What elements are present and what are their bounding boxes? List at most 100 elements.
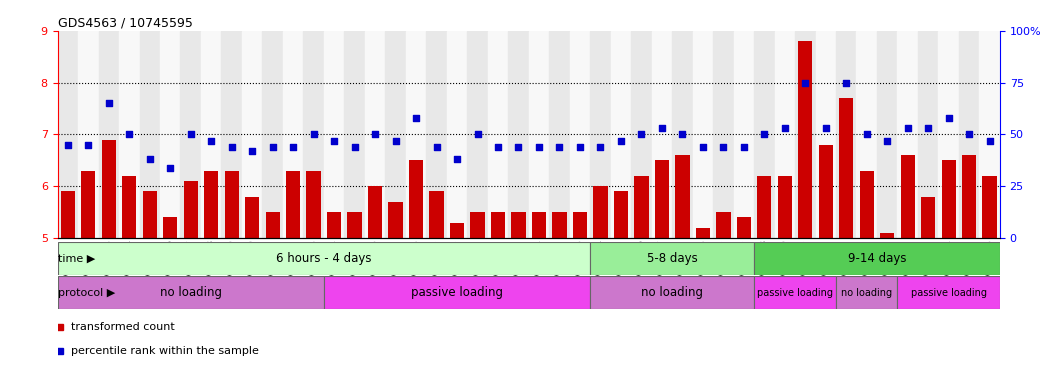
Point	[715, 144, 732, 150]
Point	[674, 131, 691, 137]
Point	[285, 144, 302, 150]
Bar	[79, 31, 98, 238]
Bar	[918, 31, 938, 238]
Point	[120, 131, 137, 137]
Bar	[283, 31, 304, 238]
Bar	[467, 31, 488, 238]
Bar	[180, 31, 201, 238]
Bar	[204, 170, 219, 238]
Bar	[734, 31, 754, 238]
Bar	[82, 170, 95, 238]
Bar	[938, 31, 959, 238]
Bar	[426, 31, 447, 238]
Bar	[754, 31, 775, 238]
Text: passive loading: passive loading	[411, 286, 503, 299]
Bar	[327, 212, 341, 238]
Point	[182, 131, 199, 137]
Text: 6 hours - 4 days: 6 hours - 4 days	[276, 252, 372, 265]
Bar	[163, 217, 177, 238]
Bar	[142, 191, 157, 238]
Point	[60, 142, 76, 148]
Bar	[222, 31, 242, 238]
Bar	[897, 31, 918, 238]
Bar	[160, 31, 180, 238]
Bar	[242, 31, 263, 238]
Bar	[591, 276, 754, 309]
Point	[347, 144, 363, 150]
Bar	[675, 155, 690, 238]
Bar	[900, 155, 915, 238]
Bar	[58, 276, 324, 309]
Bar	[651, 31, 672, 238]
Bar	[573, 212, 587, 238]
Bar	[367, 186, 382, 238]
Point	[818, 125, 834, 131]
Bar	[856, 31, 877, 238]
Bar	[881, 233, 894, 238]
Bar	[470, 212, 485, 238]
Bar	[716, 212, 731, 238]
Point	[756, 131, 773, 137]
Bar	[245, 197, 260, 238]
Bar	[570, 31, 591, 238]
Bar	[61, 191, 75, 238]
Bar	[921, 197, 935, 238]
Point	[428, 144, 445, 150]
Point	[490, 144, 507, 150]
Bar	[982, 176, 997, 238]
Point	[633, 131, 650, 137]
Bar	[429, 191, 444, 238]
Bar	[58, 31, 79, 238]
Bar	[183, 181, 198, 238]
Point	[141, 156, 158, 162]
Bar	[737, 217, 751, 238]
Bar	[552, 212, 566, 238]
Point	[899, 125, 916, 131]
Bar	[795, 31, 816, 238]
Bar	[139, 31, 160, 238]
Bar	[286, 170, 300, 238]
Bar	[307, 170, 320, 238]
Bar	[693, 31, 713, 238]
Point	[797, 79, 814, 86]
Text: no loading: no loading	[841, 288, 892, 298]
Bar	[754, 276, 836, 309]
Text: transformed count: transformed count	[70, 322, 175, 333]
Bar	[348, 212, 362, 238]
Bar	[508, 31, 529, 238]
Bar	[778, 176, 792, 238]
Bar	[836, 276, 897, 309]
Point	[777, 125, 794, 131]
Bar	[58, 242, 591, 275]
Bar	[631, 31, 651, 238]
Bar	[529, 31, 550, 238]
Point	[961, 131, 978, 137]
Bar	[591, 242, 754, 275]
Text: percentile rank within the sample: percentile rank within the sample	[70, 346, 259, 356]
Bar	[775, 31, 795, 238]
Bar	[409, 161, 423, 238]
Point	[407, 115, 424, 121]
Bar	[819, 145, 833, 238]
Bar	[839, 98, 853, 238]
Bar	[860, 170, 874, 238]
Bar	[447, 31, 467, 238]
Point	[162, 164, 179, 170]
Bar	[959, 31, 979, 238]
Point	[449, 156, 466, 162]
Text: protocol ▶: protocol ▶	[58, 288, 115, 298]
Bar	[201, 31, 222, 238]
Point	[101, 100, 117, 106]
Point	[223, 144, 240, 150]
Point	[510, 144, 527, 150]
Point	[612, 137, 629, 144]
Bar	[532, 212, 547, 238]
Bar	[122, 176, 136, 238]
Bar	[119, 31, 139, 238]
Text: GDS4563 / 10745595: GDS4563 / 10745595	[58, 17, 193, 30]
Bar	[672, 31, 693, 238]
Point	[572, 144, 588, 150]
Point	[203, 137, 220, 144]
Bar	[695, 228, 710, 238]
Point	[244, 148, 261, 154]
